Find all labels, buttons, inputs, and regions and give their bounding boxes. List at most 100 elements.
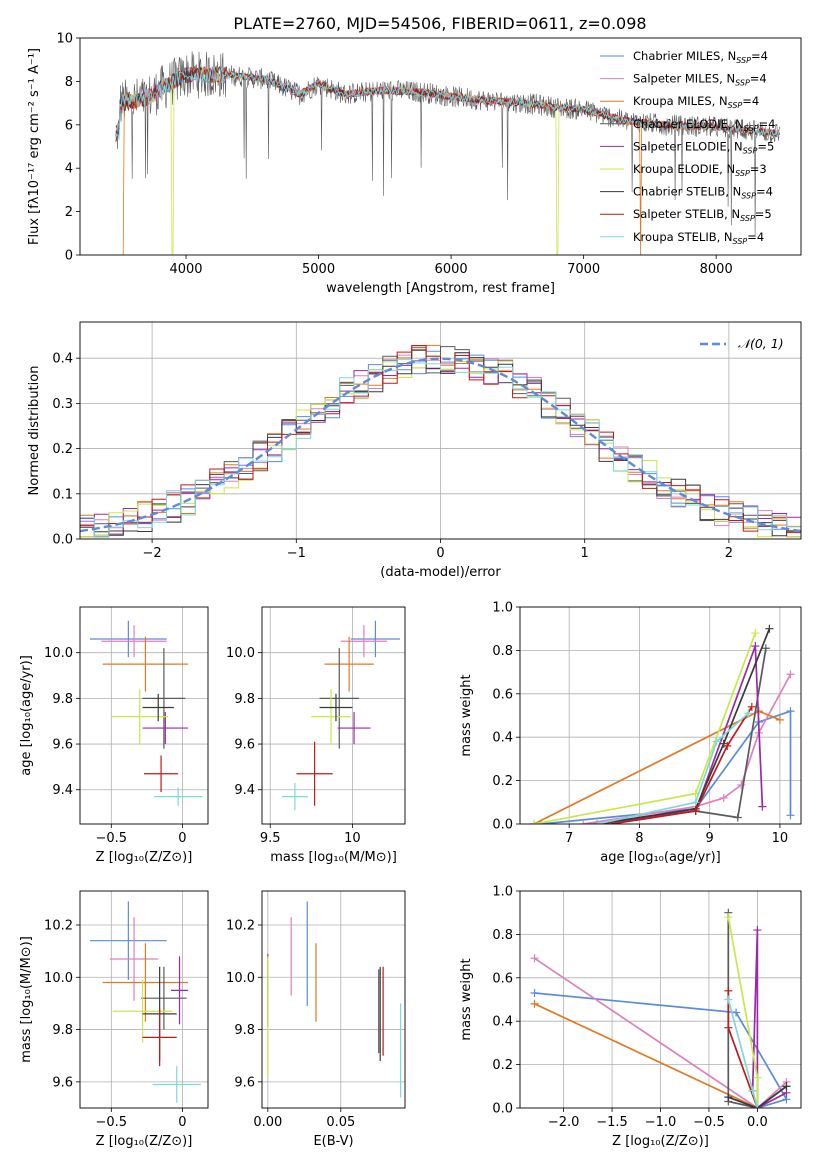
spectrum-line-3 (115, 51, 780, 235)
x-tick-label: −2.0 (548, 1115, 580, 1130)
y-tick-label: 9.4 (52, 783, 73, 798)
plot-area (520, 607, 801, 824)
x-tick-label: −1.5 (596, 1115, 628, 1130)
x-tick-label: −1.0 (645, 1115, 677, 1130)
x-tick-label: 8000 (700, 262, 733, 277)
weight-marker (691, 798, 700, 807)
legend-entry: Chabrier MILES, NSSP=4 (633, 49, 768, 65)
weight-marker (530, 988, 539, 997)
y-tick-label: 8 (65, 75, 73, 90)
legend-entry: Kroupa ELODIE, NSSP=3 (633, 162, 767, 178)
weight-marker (691, 806, 700, 815)
spectrum-line-6 (115, 66, 780, 138)
y-tick-label: 9.8 (234, 1023, 255, 1038)
axes-frame (79, 606, 209, 825)
y-tick-label: 0.6 (492, 687, 513, 702)
plot-area (520, 891, 801, 1108)
y-tick-label: 9.6 (52, 1075, 73, 1090)
panel-residuals: −2 −1 0 1 2 0.0 0.1 0.2 0.3 0.4 (data-model)/error… (27, 321, 802, 580)
axes-frame (519, 890, 802, 1109)
x-tick-label: 0.0 (747, 1115, 768, 1130)
x-tick-label: 0 (178, 831, 186, 846)
axes-frame (261, 890, 406, 1109)
x-tick-label: 1 (581, 546, 589, 561)
x-tick-label: 10 (344, 831, 361, 846)
weight-marker (724, 1093, 733, 1102)
x-axis-label: (data-model)/error (380, 565, 501, 580)
axes-frame (79, 890, 209, 1109)
weight-marker (530, 820, 539, 824)
y-tick-label: 0.2 (492, 774, 513, 789)
weight-marker (786, 811, 795, 820)
x-tick-label: 2 (725, 546, 733, 561)
y-axis-label: mass weight (459, 958, 474, 1040)
y-axis-label: mass [log₁₀(M/M⊙)] (19, 936, 34, 1063)
panel-weight-vs-age: 7 8 9 10 0.0 0.2 0.4 0.6 0.8 1.0 age [log₁₀(age/yr… (459, 601, 802, 865)
weight-marker (719, 793, 728, 802)
y-axis-label: mass weight (459, 674, 474, 756)
weight-marker (732, 1008, 741, 1017)
weight-line-0 (534, 992, 788, 1108)
x-axis-label: E(B-V) (313, 1134, 353, 1149)
y-tick-label: 0.4 (492, 731, 513, 746)
y-tick-label: 9.6 (234, 738, 255, 753)
weight-line-8 (727, 999, 759, 1108)
y-tick-label: 9.8 (52, 1023, 73, 1038)
y-axis-label: Normed distribution (27, 366, 42, 496)
y-tick-label: 9.8 (52, 692, 73, 707)
y-axis-label: Flux [fλ10⁻¹⁷ erg cm⁻² s⁻¹ A⁻¹] (27, 48, 42, 245)
y-tick-label: 0.0 (492, 818, 513, 833)
plot-area (80, 607, 208, 824)
x-tick-label: 7 (565, 831, 573, 846)
weight-line-6 (597, 628, 771, 824)
weight-marker (593, 820, 602, 824)
y-tick-label: 10.0 (44, 646, 73, 661)
axes-frame (261, 606, 406, 825)
x-tick-label: 0 (436, 546, 444, 561)
y-tick-label: 0.3 (52, 397, 73, 412)
plot-area (115, 51, 780, 255)
x-tick-label: −0.5 (95, 1115, 127, 1130)
panel-age-vs-Z: −0.5 0 9.4 9.6 9.8 10.0 Z [log₁₀(Z/Z⊙)] age [lo… (19, 606, 209, 865)
y-axis-label: age [log₁₀(age/yr)] (19, 655, 34, 776)
legend-entry: Kroupa MILES, NSSP=4 (633, 94, 759, 110)
legend-entry: Kroupa STELIB, NSSP=4 (633, 230, 764, 246)
x-axis-label: age [log₁₀(age/yr)] (600, 850, 721, 865)
weight-line-6 (728, 1085, 788, 1108)
x-axis-label: Z [log₁₀(Z/Z⊙)] (96, 850, 193, 865)
y-tick-label: 0.8 (492, 644, 513, 659)
weight-line-2 (534, 1003, 758, 1108)
x-tick-label: 7000 (567, 262, 600, 277)
weight-marker (753, 926, 762, 935)
axes-frame (79, 321, 802, 540)
spectrum-line-8 (115, 65, 780, 140)
legend-entry: Salpeter STELIB, NSSP=5 (633, 207, 772, 223)
x-tick-label: 6000 (435, 262, 468, 277)
weight-line-1 (534, 957, 788, 1108)
weight-marker (579, 820, 588, 824)
y-tick-label: 10.2 (226, 918, 255, 933)
panel-weight-vs-Z: −2.0 −1.5 −1.0 −0.5 0.0 0.0 0.2 0.4 0.6 0.8 1.0 Z [… (459, 885, 802, 1149)
y-tick-label: 9.6 (234, 1075, 255, 1090)
weight-marker (782, 1082, 791, 1091)
y-tick-label: 0.0 (492, 1102, 513, 1117)
y-tick-label: 10 (56, 32, 73, 47)
weight-marker (530, 954, 539, 963)
legend-entry: Chabrier ELODIE, NSSP=4 (633, 117, 775, 133)
plot-area (80, 322, 801, 539)
weight-marker (765, 624, 774, 633)
x-tick-label: 0 (178, 1115, 186, 1130)
figure-title: PLATE=2760, MJD=54506, FIBERID=0611, z=0… (233, 14, 646, 33)
weight-marker (751, 629, 760, 638)
weight-line-8 (597, 712, 749, 824)
weight-marker (775, 715, 784, 724)
weight-marker (724, 995, 733, 1004)
weight-marker (786, 707, 795, 716)
x-axis-label: mass [log₁₀(M/M⊙)] (270, 850, 397, 865)
legend-entry: Salpeter MILES, NSSP=4 (633, 72, 767, 88)
weight-marker (733, 813, 742, 822)
weight-marker (751, 642, 760, 651)
spectrum-legend: Chabrier MILES, NSSP=4 Salpeter MILES, NS… (600, 49, 775, 246)
x-axis-label: Z [log₁₀(Z/Z⊙)] (96, 1134, 193, 1149)
